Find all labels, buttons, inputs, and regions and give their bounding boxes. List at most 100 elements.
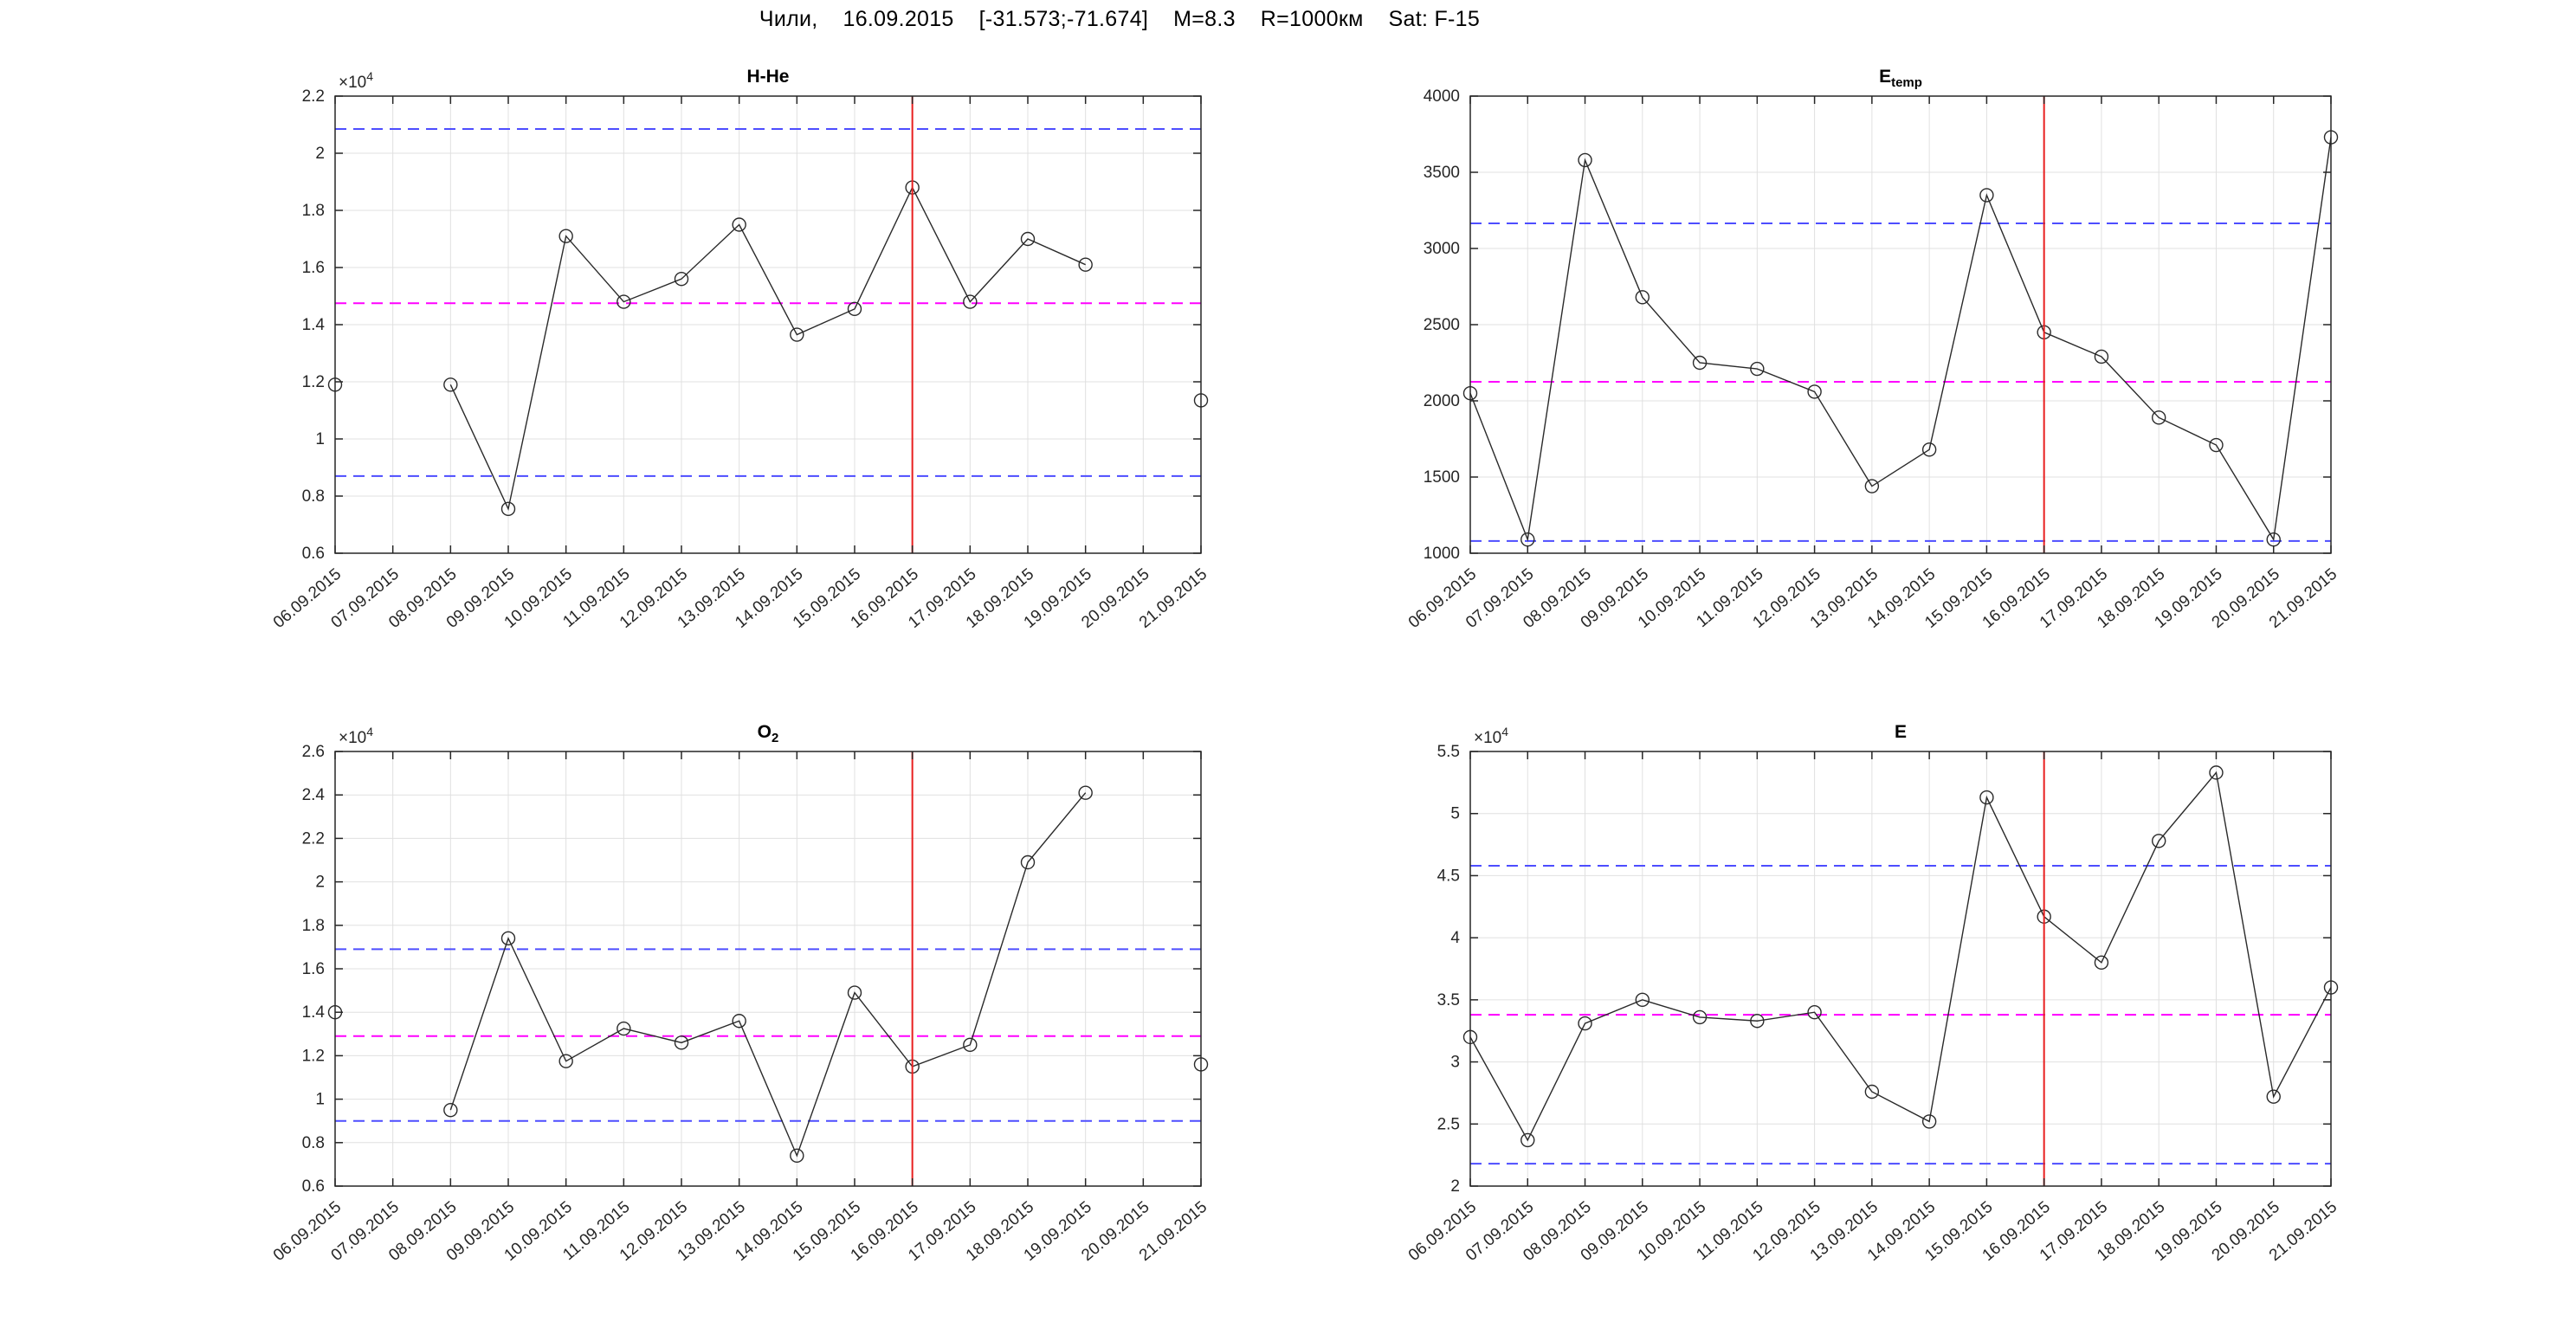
x-tick-label: 09.09.2015 (1578, 1198, 1652, 1265)
data-series (1462, 130, 2339, 547)
y-tick-label: 1.4 (302, 1003, 326, 1022)
subplot-title: H-He (746, 67, 789, 87)
data-point-marker (1020, 855, 1036, 870)
figure-title: Чили, 16.09.2015 [-31.573;-71.674] M=8.3… (759, 7, 1481, 31)
subplot-title: Etemp (1879, 67, 1922, 90)
y-axis-labels: 2 2.5 3 3.5 4 4.5 5 5.5 (1437, 743, 1461, 1196)
reference-lines (1470, 864, 2331, 1165)
data-point-marker (1635, 290, 1650, 305)
reference-lines (335, 127, 1201, 477)
grid (1470, 96, 2331, 553)
data-point-marker (847, 301, 862, 317)
x-tick-label: 08.09.2015 (385, 1198, 460, 1265)
x-axis-labels: 06.09.201507.09.201508.09.201509.09.2015… (1405, 1198, 2340, 1265)
x-tick-label: 20.09.2015 (2209, 1198, 2283, 1265)
data-point-marker (2094, 349, 2109, 364)
x-tick-label: 11.09.2015 (1693, 565, 1766, 631)
axes-box (1469, 751, 2332, 1187)
data-series (327, 785, 1209, 1164)
data-point-marker (2209, 437, 2224, 453)
data-point-marker (617, 1021, 631, 1036)
y-tick-label: 0.6 (302, 1177, 325, 1196)
x-tick-label: 15.09.2015 (1921, 565, 1996, 632)
data-point-marker (1921, 1114, 1937, 1129)
tick-marks (334, 751, 1202, 1187)
x-tick-label: 07.09.2015 (1462, 565, 1537, 632)
x-tick-label: 07.09.2015 (328, 1198, 403, 1265)
data-point-marker (905, 180, 920, 195)
data-point-marker (1979, 188, 1994, 203)
data-series (327, 180, 1209, 517)
y-tick-label: 1000 (1424, 545, 1460, 563)
x-tick-label: 21.09.2015 (1136, 565, 1211, 632)
data-point-marker (905, 1059, 920, 1074)
data-point-marker (790, 327, 804, 342)
x-tick-label: 15.09.2015 (1921, 1198, 1996, 1265)
series-line (1469, 137, 2332, 542)
data-point-marker (558, 229, 573, 243)
x-tick-label: 08.09.2015 (1520, 565, 1594, 632)
x-tick-label: 18.09.2015 (963, 1198, 1037, 1265)
axes-box (334, 751, 1202, 1187)
data-series (1462, 765, 2339, 1148)
x-tick-label: 14.09.2015 (1864, 565, 1939, 632)
data-point-marker (327, 1004, 343, 1020)
y-tick-label: 1.4 (302, 316, 326, 334)
data-point-marker (674, 272, 689, 287)
y-tick-label: 2.5 (1437, 1115, 1460, 1133)
x-tick-label: 14.09.2015 (1864, 1198, 1939, 1265)
y-tick-label: 2 (315, 145, 325, 163)
y-tick-label: 2 (1450, 1177, 1460, 1196)
axes-box (334, 95, 1202, 554)
data-point-marker (1193, 393, 1209, 408)
y-tick-label: 1.6 (302, 960, 325, 978)
data-point-marker (1864, 479, 1880, 493)
data-point-marker (1750, 1014, 1765, 1029)
data-point-marker (1921, 442, 1937, 457)
data-point-marker (2209, 765, 2224, 780)
data-point-marker (2266, 532, 2281, 547)
tick-marks (334, 95, 1202, 554)
series-line (449, 792, 1087, 1158)
y-tick-label: 4 (1450, 929, 1460, 947)
y-axis-labels: 0.6 0.8 1 1.2 1.4 1.6 1.8 2 2.2 (302, 87, 326, 563)
y-tick-label: 1.8 (302, 917, 325, 935)
reference-lines (1470, 222, 2331, 542)
data-point-marker (1750, 361, 1765, 377)
grid (335, 96, 1201, 553)
data-point-marker (500, 931, 516, 946)
data-point-marker (1193, 1057, 1209, 1072)
data-point-marker (1979, 790, 1994, 805)
x-tick-label: 15.09.2015 (790, 565, 864, 632)
x-tick-label: 06.09.2015 (270, 1198, 345, 1265)
y-tick-label: 3 (1450, 1054, 1460, 1072)
x-tick-label: 09.09.2015 (1578, 565, 1652, 632)
x-tick-label: 18.09.2015 (2094, 565, 2168, 632)
tick-marks (1469, 95, 2332, 554)
x-tick-label: 08.09.2015 (385, 565, 460, 632)
x-tick-label: 14.09.2015 (732, 1198, 806, 1265)
x-tick-label: 09.09.2015 (443, 1198, 518, 1265)
data-point-marker (2323, 130, 2339, 145)
series-line (449, 186, 1086, 512)
data-point-marker (1078, 257, 1093, 272)
y-tick-label: 1500 (1424, 468, 1460, 487)
x-tick-label: 21.09.2015 (1136, 1198, 1211, 1265)
y-tick-label: 4.5 (1437, 867, 1460, 885)
x-tick-label: 16.09.2015 (1979, 1198, 2054, 1265)
data-point-marker (1692, 1009, 1708, 1025)
y-tick-label: 0.6 (302, 545, 325, 563)
y-tick-label: 5 (1450, 805, 1460, 823)
x-tick-label: 08.09.2015 (1520, 1198, 1594, 1265)
data-point-marker (1578, 1016, 1592, 1031)
x-tick-label: 10.09.2015 (1635, 1198, 1709, 1265)
data-point-marker (1692, 355, 1708, 371)
series-line (1469, 771, 2332, 1142)
x-tick-label: 11.09.2015 (1693, 1198, 1766, 1264)
data-point-marker (1864, 1084, 1880, 1100)
data-point-marker (674, 1035, 689, 1050)
